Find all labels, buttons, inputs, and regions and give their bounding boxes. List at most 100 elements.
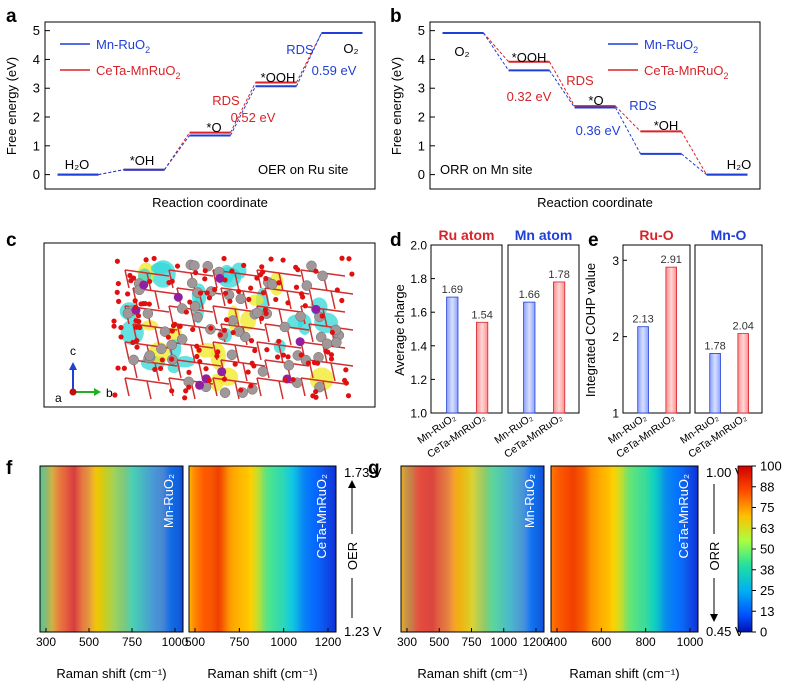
ytick-label: 5 [33, 23, 40, 38]
heatmap-stripe [115, 466, 118, 632]
bar [637, 326, 649, 414]
ytick-label: 2 [612, 330, 619, 344]
ytick-label: 2 [33, 110, 40, 125]
panel-a-xlabel: Reaction coordinate [152, 195, 268, 210]
mn-atom [215, 273, 225, 283]
bar-value-label: 2.04 [733, 321, 754, 333]
heatmap-stripe [46, 466, 49, 632]
o-atom [194, 353, 200, 360]
o-atom [329, 329, 335, 335]
energy-connector-mn [615, 107, 641, 155]
heatmap-xlabel: Raman shift (cm⁻¹) [569, 666, 679, 681]
o-atom [285, 300, 291, 306]
panel-a-free-energy-oer: 0 1 2 3 4 5 H₂O *OH *O *OOH O₂ RDS 0.52 eV RDS 0.59 e… [4, 21, 376, 210]
colorbar-tick-label: 0 [760, 625, 767, 640]
step-label: H₂O [727, 157, 752, 172]
o-atom [248, 383, 254, 389]
bond [212, 341, 236, 346]
o-atom [206, 377, 212, 384]
xtick-label: 1000 [270, 635, 297, 649]
ru-atom [142, 308, 154, 319]
step-label: *OOH [261, 70, 296, 85]
ru-atom [227, 315, 239, 326]
heatmap-frame [188, 465, 337, 633]
ytick-label: 1.0 [410, 407, 427, 421]
heatmap-stripe [520, 466, 523, 632]
ru-atom [315, 331, 327, 343]
xtick-label: 300 [397, 635, 417, 649]
heatmap-sample-label: CeTa-MnRuO₂ [676, 474, 691, 559]
o-atom [328, 352, 335, 358]
heatmap-stripe [441, 466, 444, 632]
bond [154, 326, 160, 346]
bond [242, 326, 266, 331]
step-label: O₂ [454, 44, 469, 59]
step-label: O₂ [343, 41, 358, 56]
ru-atom [321, 338, 333, 349]
o-atom [190, 326, 196, 333]
o-atom [319, 313, 325, 319]
bond [264, 287, 270, 307]
heatmap-stripe [162, 466, 165, 632]
heatmap-stripe [419, 466, 422, 632]
legend-a-mn: Mn-RuO2 [96, 37, 150, 55]
heatmap-stripe [112, 466, 115, 632]
o-atom [132, 304, 139, 310]
o-atom [263, 310, 269, 317]
xtick-label: 600 [591, 635, 611, 649]
heatmap-stripe [540, 466, 543, 632]
rds-annotation: 0.32 eV [507, 89, 552, 104]
heatmap-stripe [537, 466, 540, 632]
heatmap-stripe [53, 466, 56, 632]
o-atom [254, 275, 260, 281]
panel-a-ylabel: Free energy (eV) [4, 57, 19, 155]
step-label: H₂O [65, 157, 90, 172]
o-atom [222, 277, 228, 283]
bar-value-label: 2.91 [661, 254, 682, 266]
bond [154, 290, 160, 310]
o-atom [229, 268, 235, 274]
ru-atom [144, 350, 155, 361]
bar-value-label: 1.54 [471, 309, 492, 321]
o-atom [142, 300, 148, 307]
o-atom [170, 323, 177, 329]
bar-frame [694, 244, 763, 414]
heatmap-stripe [416, 466, 419, 632]
heatmap-stripe [100, 466, 103, 632]
colorbar-tick-label: 13 [760, 604, 774, 619]
o-atom [157, 365, 164, 372]
ru-atom [283, 360, 295, 371]
heatmap-stripe [92, 466, 95, 632]
o-atom [212, 286, 218, 293]
heatmap-stripe [73, 466, 76, 632]
heatmap-stripe [166, 466, 169, 632]
heatmap-stripe [407, 466, 410, 632]
heatmap-stripe [43, 466, 46, 632]
o-atom [169, 328, 175, 334]
heatmap-stripe [171, 466, 174, 632]
ytick-label: 1 [33, 138, 40, 153]
rds-annotation: 0.52 eV [231, 110, 276, 125]
mn-atom [139, 280, 149, 290]
ytick-label: 0 [418, 167, 425, 182]
heatmap-stripe [510, 466, 513, 632]
heatmap-stripe [144, 466, 147, 632]
bar-value-label: 1.78 [704, 340, 725, 352]
o-atom [224, 317, 230, 323]
bond [308, 323, 314, 343]
heatmap-stripe [456, 466, 459, 632]
o-atom [186, 369, 192, 375]
heatmap-stripe [179, 466, 182, 632]
heatmap-stripe [486, 466, 489, 632]
heatmap-stripe [65, 466, 68, 632]
heatmap-stripe [532, 466, 535, 632]
panel-letter-d: d [390, 230, 402, 251]
xtick-label: 500 [79, 635, 99, 649]
o-atom [276, 338, 282, 344]
heatmap-stripe [169, 466, 172, 632]
o-atom [298, 352, 304, 358]
heatmap-stripe [125, 466, 128, 632]
heatmap-stripe [449, 466, 452, 632]
bar [523, 301, 536, 414]
energy-connector-mn [549, 70, 575, 108]
